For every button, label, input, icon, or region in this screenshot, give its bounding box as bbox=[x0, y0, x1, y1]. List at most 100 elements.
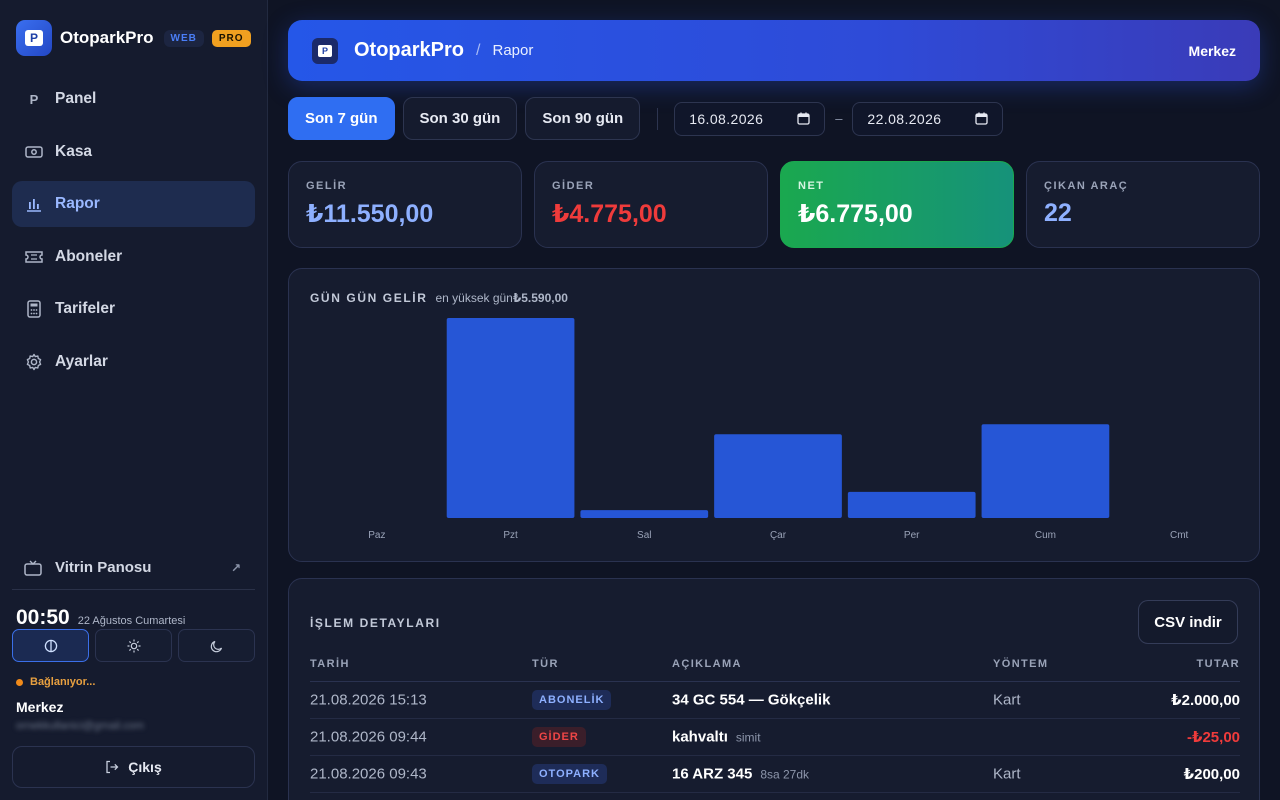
sidebar-item-kasa[interactable]: Kasa bbox=[12, 129, 255, 175]
sidebar-item-ayarlar[interactable]: Ayarlar bbox=[12, 339, 255, 385]
divider bbox=[657, 107, 659, 130]
clock-time: 00:50 bbox=[16, 606, 70, 629]
sidebar-item-label: Panel bbox=[55, 90, 97, 107]
row-description: 16 ARZ 345 8sa 27dk bbox=[672, 766, 809, 783]
net-card: NET ₺6.775,00 bbox=[780, 161, 1014, 248]
theme-switcher bbox=[12, 629, 255, 662]
gear-icon bbox=[24, 352, 44, 372]
income-value: ₺11.550,00 bbox=[306, 200, 434, 228]
chart-bar-Cum[interactable] bbox=[981, 424, 1110, 518]
sidebar-item-tarifeler[interactable]: Tarifeler bbox=[12, 286, 255, 332]
calendar-icon[interactable] bbox=[797, 112, 810, 125]
net-value: ₺6.775,00 bbox=[798, 200, 913, 228]
range-30-days-button[interactable]: Son 30 gün bbox=[402, 97, 518, 140]
type-badge: GİDER bbox=[532, 727, 586, 747]
table-row[interactable]: 21.08.2026 09:44 GİDER kahvaltı simit -₺2… bbox=[310, 719, 1240, 756]
sidebar-nav: P Panel Kasa Rapor Aboneler Tarifeler bbox=[12, 76, 255, 391]
x-tick-label: Per bbox=[904, 530, 920, 541]
cars-out-value: 22 bbox=[1044, 199, 1072, 227]
x-tick-label: Pzt bbox=[503, 530, 518, 541]
row-date: 21.08.2026 09:44 bbox=[310, 728, 427, 746]
brand[interactable]: P OtoparkPro WEB PRO bbox=[16, 20, 251, 56]
logout-button[interactable]: Çıkış bbox=[12, 746, 255, 788]
contrast-icon bbox=[44, 639, 57, 652]
row-description: kahvaltı simit bbox=[672, 729, 761, 746]
sidebar-item-label: Kasa bbox=[55, 142, 93, 160]
vitrin-label: Vitrin Panosu bbox=[55, 559, 152, 576]
row-date: 21.08.2026 15:13 bbox=[310, 691, 427, 709]
status-dot-icon bbox=[16, 678, 23, 686]
expense-card: GİDER ₺4.775,00 bbox=[534, 161, 768, 248]
sidebar-item-label: Ayarlar bbox=[55, 352, 108, 370]
clock: 00:50 22 Ağustos Cumartesi bbox=[16, 606, 185, 630]
user-name: Merkez bbox=[16, 699, 64, 715]
page-header: P OtoparkPro / Rapor Merkez bbox=[288, 20, 1260, 81]
moon-icon bbox=[210, 640, 222, 652]
income-label: GELİR bbox=[306, 180, 348, 192]
col-date[interactable]: TARİH bbox=[310, 658, 350, 670]
row-amount: ₺2.000,00 bbox=[1171, 692, 1240, 709]
x-tick-label: Paz bbox=[368, 530, 385, 541]
pro-badge: PRO bbox=[211, 29, 251, 47]
income-card: GELİR ₺11.550,00 bbox=[288, 161, 522, 248]
range-7-days-button[interactable]: Son 7 gün bbox=[288, 97, 395, 140]
external-link-icon: ↗ bbox=[230, 560, 241, 575]
sidebar-item-aboneler[interactable]: Aboneler bbox=[12, 234, 255, 280]
start-date-input[interactable]: 16.08.2026 bbox=[674, 101, 826, 136]
row-note: simit bbox=[735, 730, 761, 745]
sidebar-item-label: Tarifeler bbox=[55, 300, 116, 317]
csv-download-button[interactable]: CSV indir bbox=[1138, 600, 1238, 644]
table-row[interactable]: 21.08.2026 09:43 OTOPARK 16 ARZ 345 8sa 2… bbox=[310, 756, 1240, 793]
chart-bar-Per[interactable] bbox=[847, 491, 976, 518]
web-badge: WEB bbox=[163, 29, 204, 47]
calendar-icon[interactable] bbox=[975, 112, 989, 125]
chart-bar-Sal[interactable] bbox=[580, 510, 709, 518]
tv-icon bbox=[24, 560, 44, 576]
logout-icon bbox=[105, 760, 119, 774]
sidebar-item-label: Rapor bbox=[55, 195, 100, 212]
sidebar-item-rapor[interactable]: Rapor bbox=[12, 181, 255, 227]
theme-light-button[interactable] bbox=[95, 629, 172, 662]
parking-logo-icon: P bbox=[16, 20, 52, 56]
row-desc-text: 34 GC 554 — Gökçelik bbox=[672, 691, 831, 709]
col-desc[interactable]: AÇIKLAMA bbox=[672, 658, 742, 670]
col-method[interactable]: YÖNTEM bbox=[993, 658, 1049, 670]
date-range-dash: – bbox=[835, 111, 843, 126]
sun-icon bbox=[127, 639, 140, 652]
clock-date: 22 Ağustos Cumartesi bbox=[77, 615, 186, 627]
theme-auto-button[interactable] bbox=[12, 629, 89, 662]
connection-status: Bağlanıyor... bbox=[16, 676, 95, 688]
chart-canvas: Paz Pzt Sal Çar Per Cum Cmt bbox=[368, 318, 1189, 541]
main-content: P OtoparkPro / Rapor Merkez Son 7 gün So… bbox=[288, 20, 1260, 800]
table-row[interactable]: 21.08.2026 15:13 ABONELİK 34 GC 554 — Gö… bbox=[310, 682, 1240, 719]
p-letter-icon: P bbox=[29, 91, 39, 107]
col-amount[interactable]: TUTAR bbox=[1196, 658, 1240, 670]
x-tick-label: Çar bbox=[770, 530, 787, 541]
vitrin-panosu-link[interactable]: Vitrin Panosu ↗ bbox=[12, 546, 255, 590]
row-method: Kart bbox=[993, 765, 1021, 783]
theme-dark-button[interactable] bbox=[178, 629, 255, 662]
parking-logo-icon: P bbox=[312, 37, 338, 64]
logout-label: Çıkış bbox=[128, 759, 162, 775]
ticket-icon bbox=[24, 247, 44, 267]
sidebar-item-panel[interactable]: P Panel bbox=[12, 76, 255, 122]
x-tick-label: Cum bbox=[1035, 530, 1056, 541]
row-desc-text: 16 ARZ 345 bbox=[672, 765, 753, 783]
table-header: TARİH TÜR AÇIKLAMA YÖNTEM TUTAR bbox=[310, 658, 1240, 682]
range-90-days-button[interactable]: Son 90 gün bbox=[525, 97, 641, 140]
row-amount: -₺25,00 bbox=[1187, 729, 1240, 746]
end-date-input[interactable]: 22.08.2026 bbox=[852, 101, 1004, 136]
status-text: Bağlanıyor... bbox=[30, 676, 96, 688]
row-desc-text: kahvaltı bbox=[672, 728, 728, 746]
calculator-icon bbox=[24, 299, 44, 319]
chart-bar-Pzt[interactable] bbox=[446, 318, 575, 518]
chart-bar-Çar[interactable] bbox=[714, 434, 842, 518]
row-method: Kart bbox=[993, 691, 1021, 709]
col-type[interactable]: TÜR bbox=[532, 658, 559, 670]
transactions-title: İŞLEM DETAYLARI bbox=[310, 616, 441, 630]
user-email: ornekkullanici@gmail.com bbox=[16, 720, 144, 732]
cars-out-label: ÇIKAN ARAÇ bbox=[1044, 180, 1129, 192]
breadcrumb-page: Rapor bbox=[492, 42, 534, 59]
location-name: Merkez bbox=[1188, 42, 1236, 59]
chart-subtitle: en yüksek gün bbox=[435, 291, 513, 305]
